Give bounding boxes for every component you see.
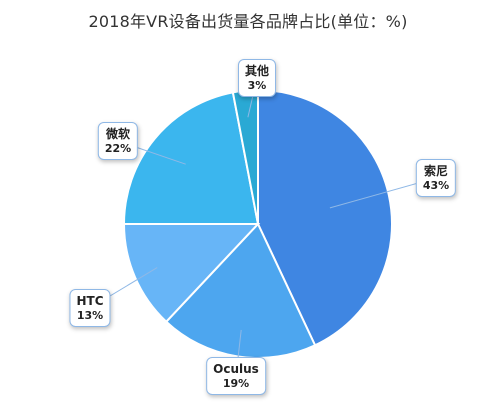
slice-name-label: 微软: [105, 127, 130, 141]
pie-slice-3: [122, 91, 260, 225]
slice-percent-label: 3%: [247, 79, 267, 92]
slice-name-label: Oculus: [213, 362, 259, 376]
chart-title: 2018年VR设备出货量各品牌占比(单位：%): [88, 12, 408, 31]
slice-percent-label: 19%: [222, 377, 250, 390]
pie-slice-0: [257, 88, 393, 347]
slice-name-label: 其他: [244, 64, 270, 78]
slice-percent-label: 22%: [104, 142, 132, 155]
pie-slice-2: [122, 223, 261, 324]
slice-label-1: Oculus 19%: [206, 357, 266, 395]
slice-percent-label: 43%: [422, 179, 450, 192]
slice-name-label: HTC: [76, 294, 104, 308]
pie-slice-1: [164, 222, 317, 359]
slice-label-2: HTC 13%: [69, 289, 111, 327]
slice-label-0: 索尼 43%: [415, 159, 457, 197]
slice-percent-label: 13%: [76, 309, 104, 322]
slice-name-label: 索尼: [423, 164, 448, 178]
slice-label-3: 微软 22%: [97, 122, 139, 160]
slice-label-4: 其他 3%: [237, 59, 277, 97]
